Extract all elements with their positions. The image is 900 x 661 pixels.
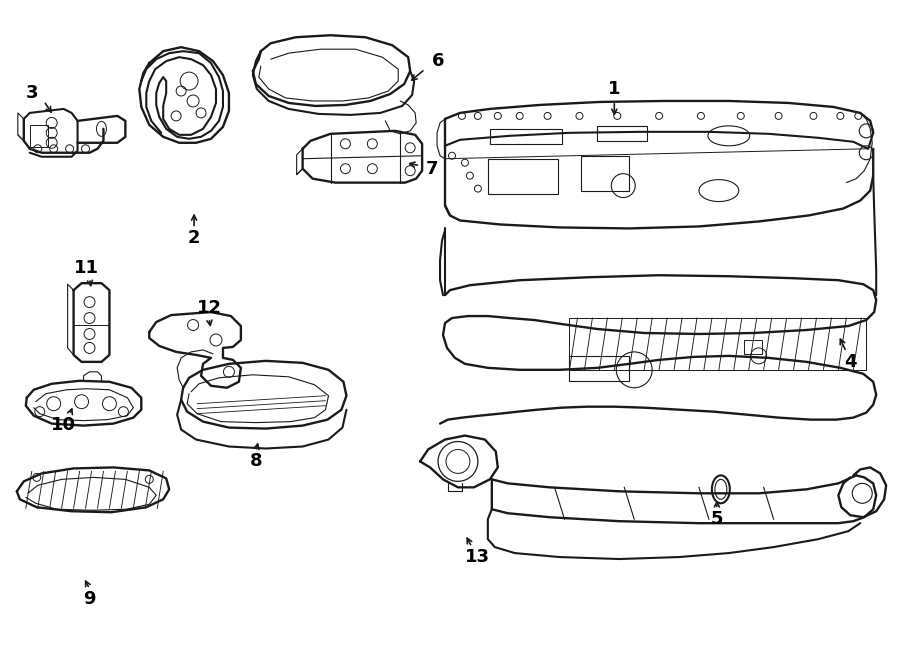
Text: 13: 13 [465,548,491,566]
Text: 11: 11 [74,259,99,277]
Bar [570,356,629,381]
Text: 9: 9 [84,590,95,608]
Text: 12: 12 [196,299,221,317]
Bar [490,129,562,144]
Text: 4: 4 [844,353,857,371]
Bar [581,156,629,190]
Bar [743,340,761,354]
Bar [570,318,866,370]
Text: 3: 3 [25,84,38,102]
Text: 2: 2 [188,229,201,247]
Text: 1: 1 [608,80,621,98]
Text: 7: 7 [426,160,438,178]
Text: 6: 6 [432,52,445,70]
Text: 10: 10 [51,416,76,434]
Bar [598,126,647,141]
Text: 8: 8 [249,452,262,471]
Text: 5: 5 [711,510,723,528]
Bar [30,125,48,147]
Bar [488,159,557,194]
